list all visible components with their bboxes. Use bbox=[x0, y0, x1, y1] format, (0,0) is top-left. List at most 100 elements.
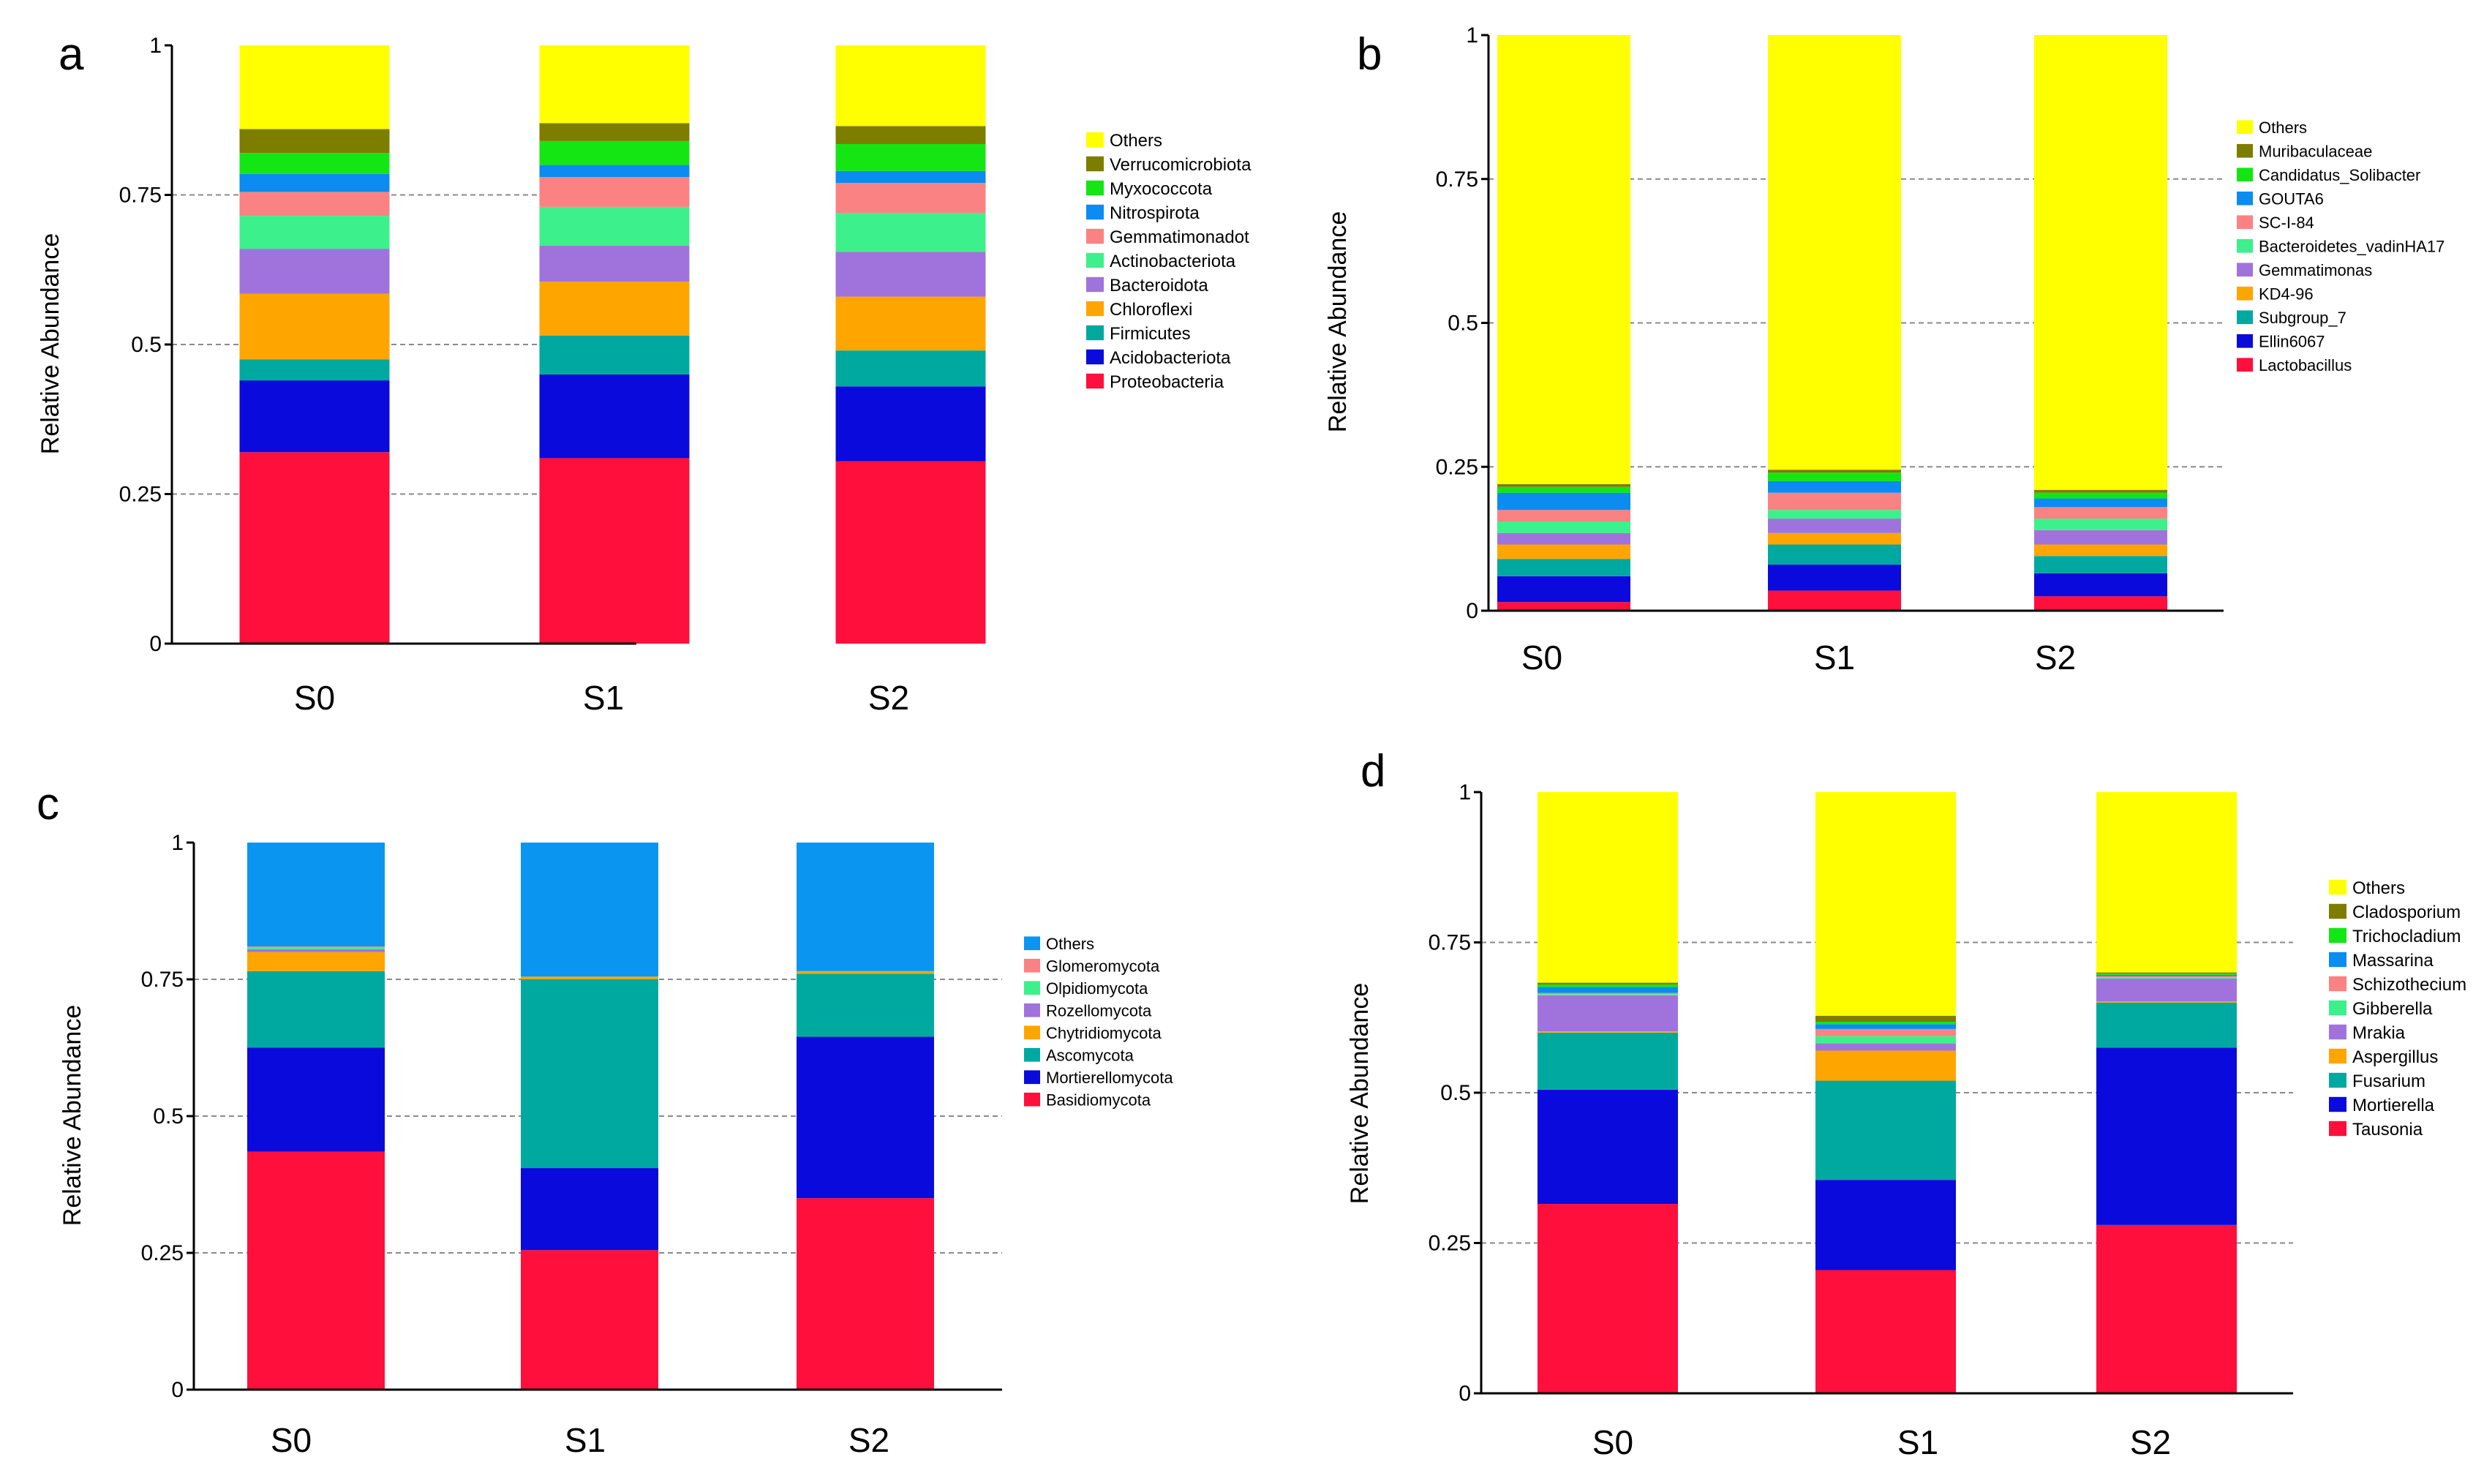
x-tick-label-s0: S0 bbox=[294, 679, 335, 717]
legend-label: Firmicutes bbox=[1110, 324, 1191, 344]
bar-segment-olpidiomycota-s0 bbox=[247, 947, 385, 949]
bar-segment-cladosporium-s2 bbox=[2096, 972, 2237, 974]
legend-label: Others bbox=[1110, 131, 1162, 151]
legend-label: Massarina bbox=[2352, 951, 2434, 971]
legend-label: Trichocladium bbox=[2352, 927, 2461, 946]
bar-segment-ellin6067-s0 bbox=[1497, 576, 1630, 603]
y-tick-label: 0.25 bbox=[1436, 455, 1478, 479]
bar-segment-nitrospirota-s1 bbox=[539, 165, 690, 177]
legend-label: SC-I-84 bbox=[2259, 214, 2314, 232]
bar-segment-others-s2 bbox=[835, 45, 986, 127]
bar-segment-bacteroidota-s0 bbox=[239, 249, 390, 294]
legend-label: Actinobacteriota bbox=[1110, 252, 1236, 271]
bar-segment-muribaculaceae-s1 bbox=[1768, 470, 1901, 473]
bar-segment-mortierellomycota-s0 bbox=[247, 1047, 385, 1152]
y-axis-label: Relative Abundance bbox=[1324, 211, 1352, 432]
legend-swatch bbox=[2237, 120, 2253, 135]
legend-label: Mortierella bbox=[2352, 1096, 2435, 1115]
bar-segment-chytridiomycota-s0 bbox=[247, 952, 385, 971]
legend-label: Others bbox=[2352, 878, 2405, 898]
legend-swatch bbox=[1086, 132, 1104, 148]
legend-label: Lactobacillus bbox=[2259, 356, 2352, 374]
bar-segment-others-s1 bbox=[1768, 35, 1901, 470]
y-tick-label: 0.25 bbox=[119, 483, 162, 507]
legend-label: Bacteroidota bbox=[1110, 276, 1208, 295]
bar-segment-ellin6067-s1 bbox=[1768, 565, 1901, 591]
bar-segment-chloroflexi-s1 bbox=[539, 282, 690, 336]
bar-segment-massarina-s1 bbox=[1815, 1024, 1956, 1029]
bar-segment-nitrospirota-s2 bbox=[835, 170, 986, 184]
bar-segment-gouta6-s2 bbox=[2034, 498, 2167, 508]
bar-segment-muribaculaceae-s2 bbox=[2034, 489, 2167, 493]
bar-segment-bacteroidota-s1 bbox=[539, 246, 690, 282]
bar-segment-candidatus-solibacter-s2 bbox=[2034, 492, 2167, 499]
legend-swatch bbox=[2237, 167, 2253, 182]
legend-swatch bbox=[2237, 191, 2253, 206]
legend-label: Gibberella bbox=[2352, 999, 2433, 1019]
y-tick-label: 0.75 bbox=[119, 184, 162, 208]
bar-segment-gouta6-s0 bbox=[1497, 492, 1630, 511]
bar-segment-basidiomycota-s2 bbox=[797, 1198, 934, 1390]
bar-segment-verrucomicrobiota-s1 bbox=[539, 123, 690, 141]
bar-segment-gemmatimonas-s2 bbox=[2034, 530, 2167, 545]
bar-segment-firmicutes-s2 bbox=[835, 350, 986, 387]
legend-swatch bbox=[2329, 952, 2346, 968]
bar-segment-sc-i-84-s1 bbox=[1768, 492, 1901, 511]
bar-segment-basidiomycota-s1 bbox=[521, 1250, 658, 1390]
x-tick-label-s1: S1 bbox=[1814, 639, 1855, 677]
bar-segment-chytridiomycota-s2 bbox=[797, 971, 934, 974]
legend-swatch bbox=[1086, 301, 1104, 317]
bar-segment-gemmatimonas-s1 bbox=[1768, 519, 1901, 533]
bar-segment-subgroup-7-s0 bbox=[1497, 559, 1630, 576]
chart-panel-c: c Relative Abundance 0 0.25 0.5 0.75 1 S0 S1 S2 Ot… bbox=[37, 779, 1173, 1459]
bar-segment-ascomycota-s2 bbox=[797, 973, 934, 1037]
legend-label: Subgroup_7 bbox=[2259, 309, 2346, 327]
legend-swatch bbox=[2237, 215, 2253, 230]
legend-swatch bbox=[2329, 1000, 2346, 1016]
bar-segment-others-s0 bbox=[247, 843, 385, 947]
legend-label: Ascomycota bbox=[1046, 1047, 1134, 1065]
bar-segment-ellin6067-s2 bbox=[2034, 573, 2167, 597]
legend-swatch bbox=[2237, 238, 2253, 253]
x-tick-label-s2: S2 bbox=[868, 679, 909, 717]
y-tick-label: 0.5 bbox=[1448, 312, 1478, 336]
bar-segment-bacteroidetes-vadinha17-s2 bbox=[2034, 519, 2167, 530]
legend-label: Rozellomycota bbox=[1046, 1002, 1152, 1020]
bar-segment-cladosporium-s0 bbox=[1538, 982, 1678, 985]
legend-swatch bbox=[1086, 204, 1104, 220]
legend-swatch bbox=[2237, 334, 2253, 348]
bar-segment-massarina-s2 bbox=[2096, 974, 2237, 976]
bar-segment-trichocladium-s1 bbox=[1815, 1022, 1956, 1025]
bar-segment-others-s0 bbox=[239, 45, 390, 129]
y-tick-label: 0.75 bbox=[141, 968, 184, 992]
bar-segment-mrakia-s0 bbox=[1538, 995, 1678, 1032]
x-tick-label-s2: S2 bbox=[2035, 639, 2076, 677]
legend-label: Candidatus_Solibacter bbox=[2259, 166, 2420, 184]
bar-segment-chytridiomycota-s1 bbox=[521, 976, 658, 979]
bar-segment-proteobacteria-s1 bbox=[539, 458, 690, 644]
legend-swatch bbox=[1024, 1025, 1040, 1040]
legend-swatch bbox=[2329, 1024, 2346, 1040]
bar-segment-lactobacillus-s0 bbox=[1497, 602, 1630, 611]
legend-swatch bbox=[2237, 286, 2253, 301]
legend-label: Myxococcota bbox=[1110, 179, 1213, 199]
y-axis-label: Relative Abundance bbox=[1346, 983, 1374, 1204]
bar-segment-aspergillus-s2 bbox=[2096, 1001, 2237, 1003]
chart-panel-b: b Relative Abundance 0 0.25 0.5 0.75 1 S0 S1 S2 Ot… bbox=[1324, 23, 2445, 677]
bar-segment-tausonia-s1 bbox=[1815, 1270, 1956, 1393]
bar-segment-candidatus-solibacter-s0 bbox=[1497, 486, 1630, 493]
x-tick-label-s2: S2 bbox=[2130, 1423, 2171, 1461]
y-tick-label: 0.5 bbox=[131, 333, 162, 357]
bar-segment-others-s1 bbox=[1815, 792, 1956, 1016]
bar-segment-gemmatimonadota-s1 bbox=[539, 176, 690, 207]
bar-segment-glomeromycota-s0 bbox=[247, 946, 385, 948]
bar-segment-rozellomycota-s0 bbox=[247, 949, 385, 952]
y-axis-label: Relative Abundance bbox=[59, 1005, 86, 1226]
bar-segment-myxococcota-s0 bbox=[239, 153, 390, 174]
bar-segment-trichocladium-s2 bbox=[2096, 973, 2237, 975]
legend-swatch bbox=[1086, 156, 1104, 172]
bar-segment-nitrospirota-s0 bbox=[239, 173, 390, 192]
bar-segment-basidiomycota-s0 bbox=[247, 1151, 385, 1390]
bar-segment-acidobacteriota-s2 bbox=[835, 386, 986, 462]
panel-label: c bbox=[37, 779, 59, 829]
